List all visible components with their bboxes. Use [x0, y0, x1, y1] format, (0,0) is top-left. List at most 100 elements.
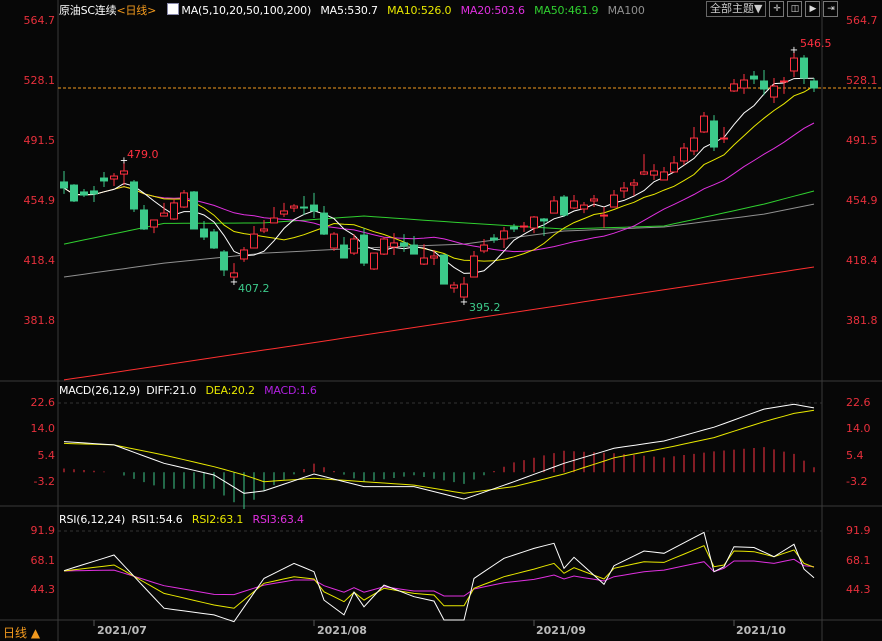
- play-icon[interactable]: ▶: [805, 1, 821, 17]
- period-switch[interactable]: 日线 ▲: [3, 626, 41, 640]
- ma-params[interactable]: MA(5,10,20,50,100,200): [181, 4, 312, 17]
- macd-header: MACD(26,12,9) DIFF:21.0 DEA:20.2 MACD:1.…: [59, 384, 323, 397]
- macd-tick: -3.2: [33, 475, 55, 488]
- candle: [650, 164, 658, 180]
- rsi-header: RSI(6,12,24) RSI1:54.6 RSI2:63.1 RSI3:63…: [59, 513, 310, 526]
- candle: [610, 189, 618, 208]
- candle-body: [680, 147, 688, 162]
- candle-body: [130, 181, 138, 210]
- candle: [70, 184, 78, 202]
- candle: [170, 198, 178, 220]
- candle-body: [750, 75, 758, 80]
- ma-indicator-icon[interactable]: [167, 3, 180, 15]
- candle-body: [580, 204, 588, 210]
- candle-body: [640, 171, 648, 175]
- rsi3-line: [63, 558, 815, 597]
- candle: [300, 196, 308, 216]
- split-icon[interactable]: ◫: [787, 1, 803, 17]
- low-annotation: 395.2: [469, 301, 501, 314]
- candle: [810, 78, 818, 92]
- candle-body: [260, 228, 268, 232]
- candle: [290, 204, 298, 212]
- price-tick: 381.8: [23, 314, 56, 327]
- candle: [710, 115, 718, 151]
- candle: [720, 127, 728, 143]
- candle: [220, 249, 228, 277]
- candle-body: [270, 217, 278, 224]
- price-tick-right: 381.8: [846, 314, 878, 327]
- candle: [540, 218, 548, 237]
- candle: [490, 234, 498, 243]
- candle: [440, 254, 448, 285]
- candle: [230, 263, 238, 280]
- main-header: 原油SC连续<日线> MA(5,10,20,50,100,200) MA5:53…: [59, 2, 651, 18]
- candle-body: [790, 57, 798, 72]
- rsi1-line: [63, 531, 815, 623]
- candle: [330, 232, 338, 251]
- candle: [640, 154, 648, 176]
- candle: [520, 221, 528, 232]
- extreme-marker: +: [230, 277, 238, 288]
- candle-body: [290, 205, 298, 209]
- rsi2-line: [63, 545, 815, 609]
- rsi-params[interactable]: RSI(6,12,24): [59, 513, 126, 526]
- candle-body: [110, 175, 118, 180]
- candle: [630, 178, 638, 196]
- candle-body: [340, 244, 348, 259]
- price-tick-right: 418.4: [846, 254, 878, 267]
- price-tick: 454.9: [23, 194, 56, 207]
- candle: [110, 173, 118, 187]
- candle: [130, 179, 138, 212]
- candle-body: [460, 283, 468, 298]
- candle: [480, 238, 488, 254]
- candle: [550, 196, 558, 214]
- candle-body: [200, 228, 208, 238]
- candle-body: [610, 194, 618, 208]
- price-tick: 564.7: [23, 14, 56, 27]
- rsi-pane: [63, 531, 815, 626]
- candle-body: [350, 238, 358, 254]
- grid-icon[interactable]: ✛: [769, 1, 785, 17]
- candle-body: [410, 244, 418, 255]
- candle: [600, 207, 608, 229]
- date-label: 2021/09: [536, 624, 586, 637]
- candle-body: [390, 242, 398, 248]
- macd-params[interactable]: MACD(26,12,9): [59, 384, 140, 397]
- moving-average-lines: [58, 77, 882, 381]
- candle-body: [740, 79, 748, 89]
- candle-body: [400, 242, 408, 247]
- candle: [670, 156, 678, 173]
- period-label[interactable]: <日线>: [116, 4, 157, 17]
- macd-tick: 22.6: [30, 396, 56, 409]
- candle: [370, 252, 378, 270]
- candle: [60, 170, 68, 194]
- candle: [780, 77, 788, 94]
- exit-icon[interactable]: ⇥: [823, 1, 839, 17]
- macd-tick-right: 22.6: [846, 396, 871, 409]
- price-tick-right: 454.9: [846, 194, 878, 207]
- diff-line: [63, 403, 815, 500]
- candle-body: [650, 170, 658, 176]
- candle-body: [250, 233, 258, 249]
- macd-tick-right: 14.0: [846, 422, 871, 435]
- candle-body: [480, 244, 488, 252]
- candle-body: [160, 212, 168, 217]
- candle: [700, 111, 708, 133]
- symbol-name[interactable]: 原油SC连续: [59, 4, 117, 17]
- theme-dropdown[interactable]: 全部主题▼: [706, 1, 767, 17]
- candle-body: [670, 162, 678, 173]
- price-tick-right: 564.7: [846, 14, 878, 27]
- candle: [660, 167, 668, 181]
- rsi-tick: 91.9: [30, 524, 56, 537]
- candle-body: [810, 80, 818, 89]
- candle-body: [220, 251, 228, 271]
- candle: [430, 249, 438, 266]
- candle-body: [570, 200, 578, 209]
- rsi3-value: RSI3:63.4: [252, 513, 304, 526]
- ma10-value: MA10:526.0: [387, 4, 452, 17]
- ma20-value: MA20:503.6: [460, 4, 525, 17]
- ma20-line: [63, 122, 815, 253]
- candle: [320, 206, 328, 236]
- candle: [500, 227, 508, 249]
